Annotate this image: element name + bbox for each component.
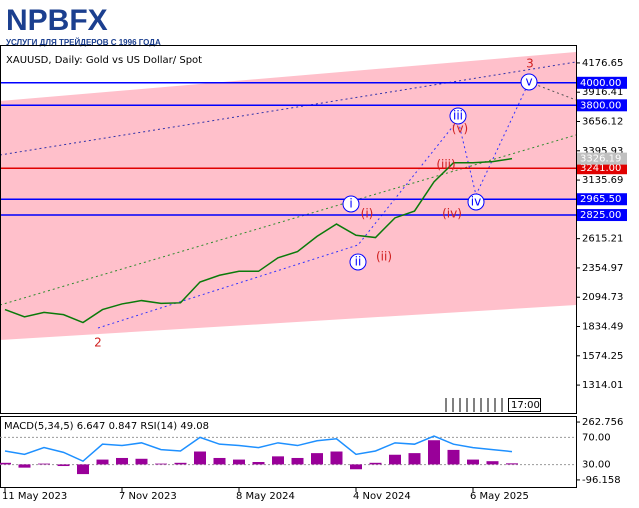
level-tag	[577, 209, 627, 222]
level-tag	[577, 193, 627, 206]
wave-label: i	[349, 197, 352, 211]
y-tick-label: 30.00	[582, 460, 611, 471]
histogram-bar	[77, 464, 89, 475]
histogram-bar	[233, 459, 245, 465]
y-tick-label: 3395.93	[582, 146, 623, 157]
wave-label: (ii)	[376, 250, 392, 264]
wave-circle	[342, 195, 360, 213]
histogram-bar	[18, 464, 31, 468]
histogram-bar	[350, 464, 362, 470]
wave-label: iv	[471, 195, 481, 209]
x-tick-label: 11 May 2023	[2, 491, 67, 502]
x-tick-label: 7 Nov 2023	[119, 491, 177, 502]
wave-label: 2	[94, 336, 102, 350]
histogram-bar	[389, 454, 401, 465]
histogram-bar	[213, 457, 226, 465]
y-tick-label: 2094.73	[582, 292, 623, 303]
histogram-bar	[155, 463, 167, 465]
indicator-frame	[0, 416, 577, 488]
y2-tick-label: -96.158	[582, 475, 621, 486]
x-tick-label: 4 Nov 2024	[353, 491, 411, 502]
y-tick-label: 2354.97	[582, 263, 623, 274]
x-tick-label: 8 May 2024	[236, 491, 295, 502]
histogram-bar	[0, 462, 11, 465]
level-tag	[577, 162, 627, 175]
wave-label: ii	[355, 255, 362, 269]
time-box	[508, 398, 541, 412]
indicator-title: MACD(5,34,5) 6.647 0.847 RSI(14) 49.08	[4, 421, 209, 432]
y-tick-label: 1574.25	[582, 351, 623, 362]
level-label: 4000.00	[580, 78, 621, 89]
histogram-bar	[311, 453, 323, 465]
histogram-bar	[38, 463, 50, 465]
y-tick-label: 3135.69	[582, 175, 623, 186]
histogram-bar	[272, 456, 284, 465]
histogram-bar	[135, 458, 148, 465]
channel	[0, 52, 576, 340]
wave-label: (v)	[452, 122, 468, 136]
level-tag	[577, 99, 627, 112]
histogram-bar	[116, 457, 128, 465]
last-price-label: 3326.19	[580, 154, 621, 165]
wave-path	[528, 81, 577, 101]
price-frame	[0, 45, 577, 414]
price-line	[4, 435, 513, 463]
histogram-bar	[252, 462, 265, 465]
histogram-bar	[291, 457, 304, 465]
level-label: 3800.00	[580, 100, 621, 111]
level-label: 2825.00	[580, 210, 621, 221]
y-tick-label: 4176.65	[582, 58, 623, 69]
histogram-bar	[486, 461, 499, 465]
time-label: 17:00	[511, 400, 540, 411]
wave-label: (i)	[361, 207, 374, 221]
y-tick-label: 2615.21	[582, 234, 623, 245]
y-tick-label: 1314.01	[582, 380, 623, 391]
histogram-bar	[428, 440, 440, 465]
trend-line	[0, 61, 577, 156]
histogram-bar	[330, 451, 343, 465]
y-tick-label: 1834.49	[582, 322, 623, 333]
histogram-bar	[194, 451, 206, 465]
histogram-bar	[96, 459, 109, 465]
histogram-bar	[408, 453, 421, 465]
y-tick-label: 3656.12	[582, 117, 623, 128]
trend-line	[0, 134, 577, 306]
wave-circle	[467, 193, 485, 211]
level-label: 3241.00	[580, 163, 621, 174]
x-tick-label: 6 May 2025	[470, 491, 529, 502]
wave-label: (iv)	[442, 207, 462, 221]
y-tick-label: 70.00	[582, 432, 611, 443]
histogram-bar	[369, 462, 382, 465]
level-tag	[577, 76, 627, 89]
last-price-tag	[577, 152, 627, 165]
histogram-bar	[506, 463, 518, 465]
histogram-bar	[57, 464, 70, 467]
chart-title: XAUUSD, Daily: Gold vs US Dollar/ Spot	[6, 55, 202, 66]
price-panel	[0, 52, 577, 340]
wave-label: 3	[526, 57, 534, 71]
y2-tick-label: 262.756	[582, 417, 623, 428]
wave-label: iii	[453, 109, 463, 123]
wave-circle	[520, 73, 538, 91]
histogram-bar	[174, 462, 187, 465]
histogram-bar	[447, 449, 460, 465]
histogram-bar	[467, 459, 479, 465]
wave-label: v	[525, 75, 532, 89]
wave-circle	[449, 107, 467, 125]
wave-label: (iii)	[436, 158, 455, 172]
time-ticks	[445, 398, 503, 412]
price-line	[4, 157, 513, 324]
wave-circle	[349, 253, 367, 271]
logo-tagline: УСЛУГИ ДЛЯ ТРЕЙДЕРОВ С 1996 ГОДА	[6, 38, 161, 47]
y-tick-label: 3916.41	[582, 87, 623, 98]
wave-path	[97, 81, 530, 329]
level-label: 2965.50	[580, 194, 621, 205]
logo: NPBFX	[6, 4, 108, 37]
